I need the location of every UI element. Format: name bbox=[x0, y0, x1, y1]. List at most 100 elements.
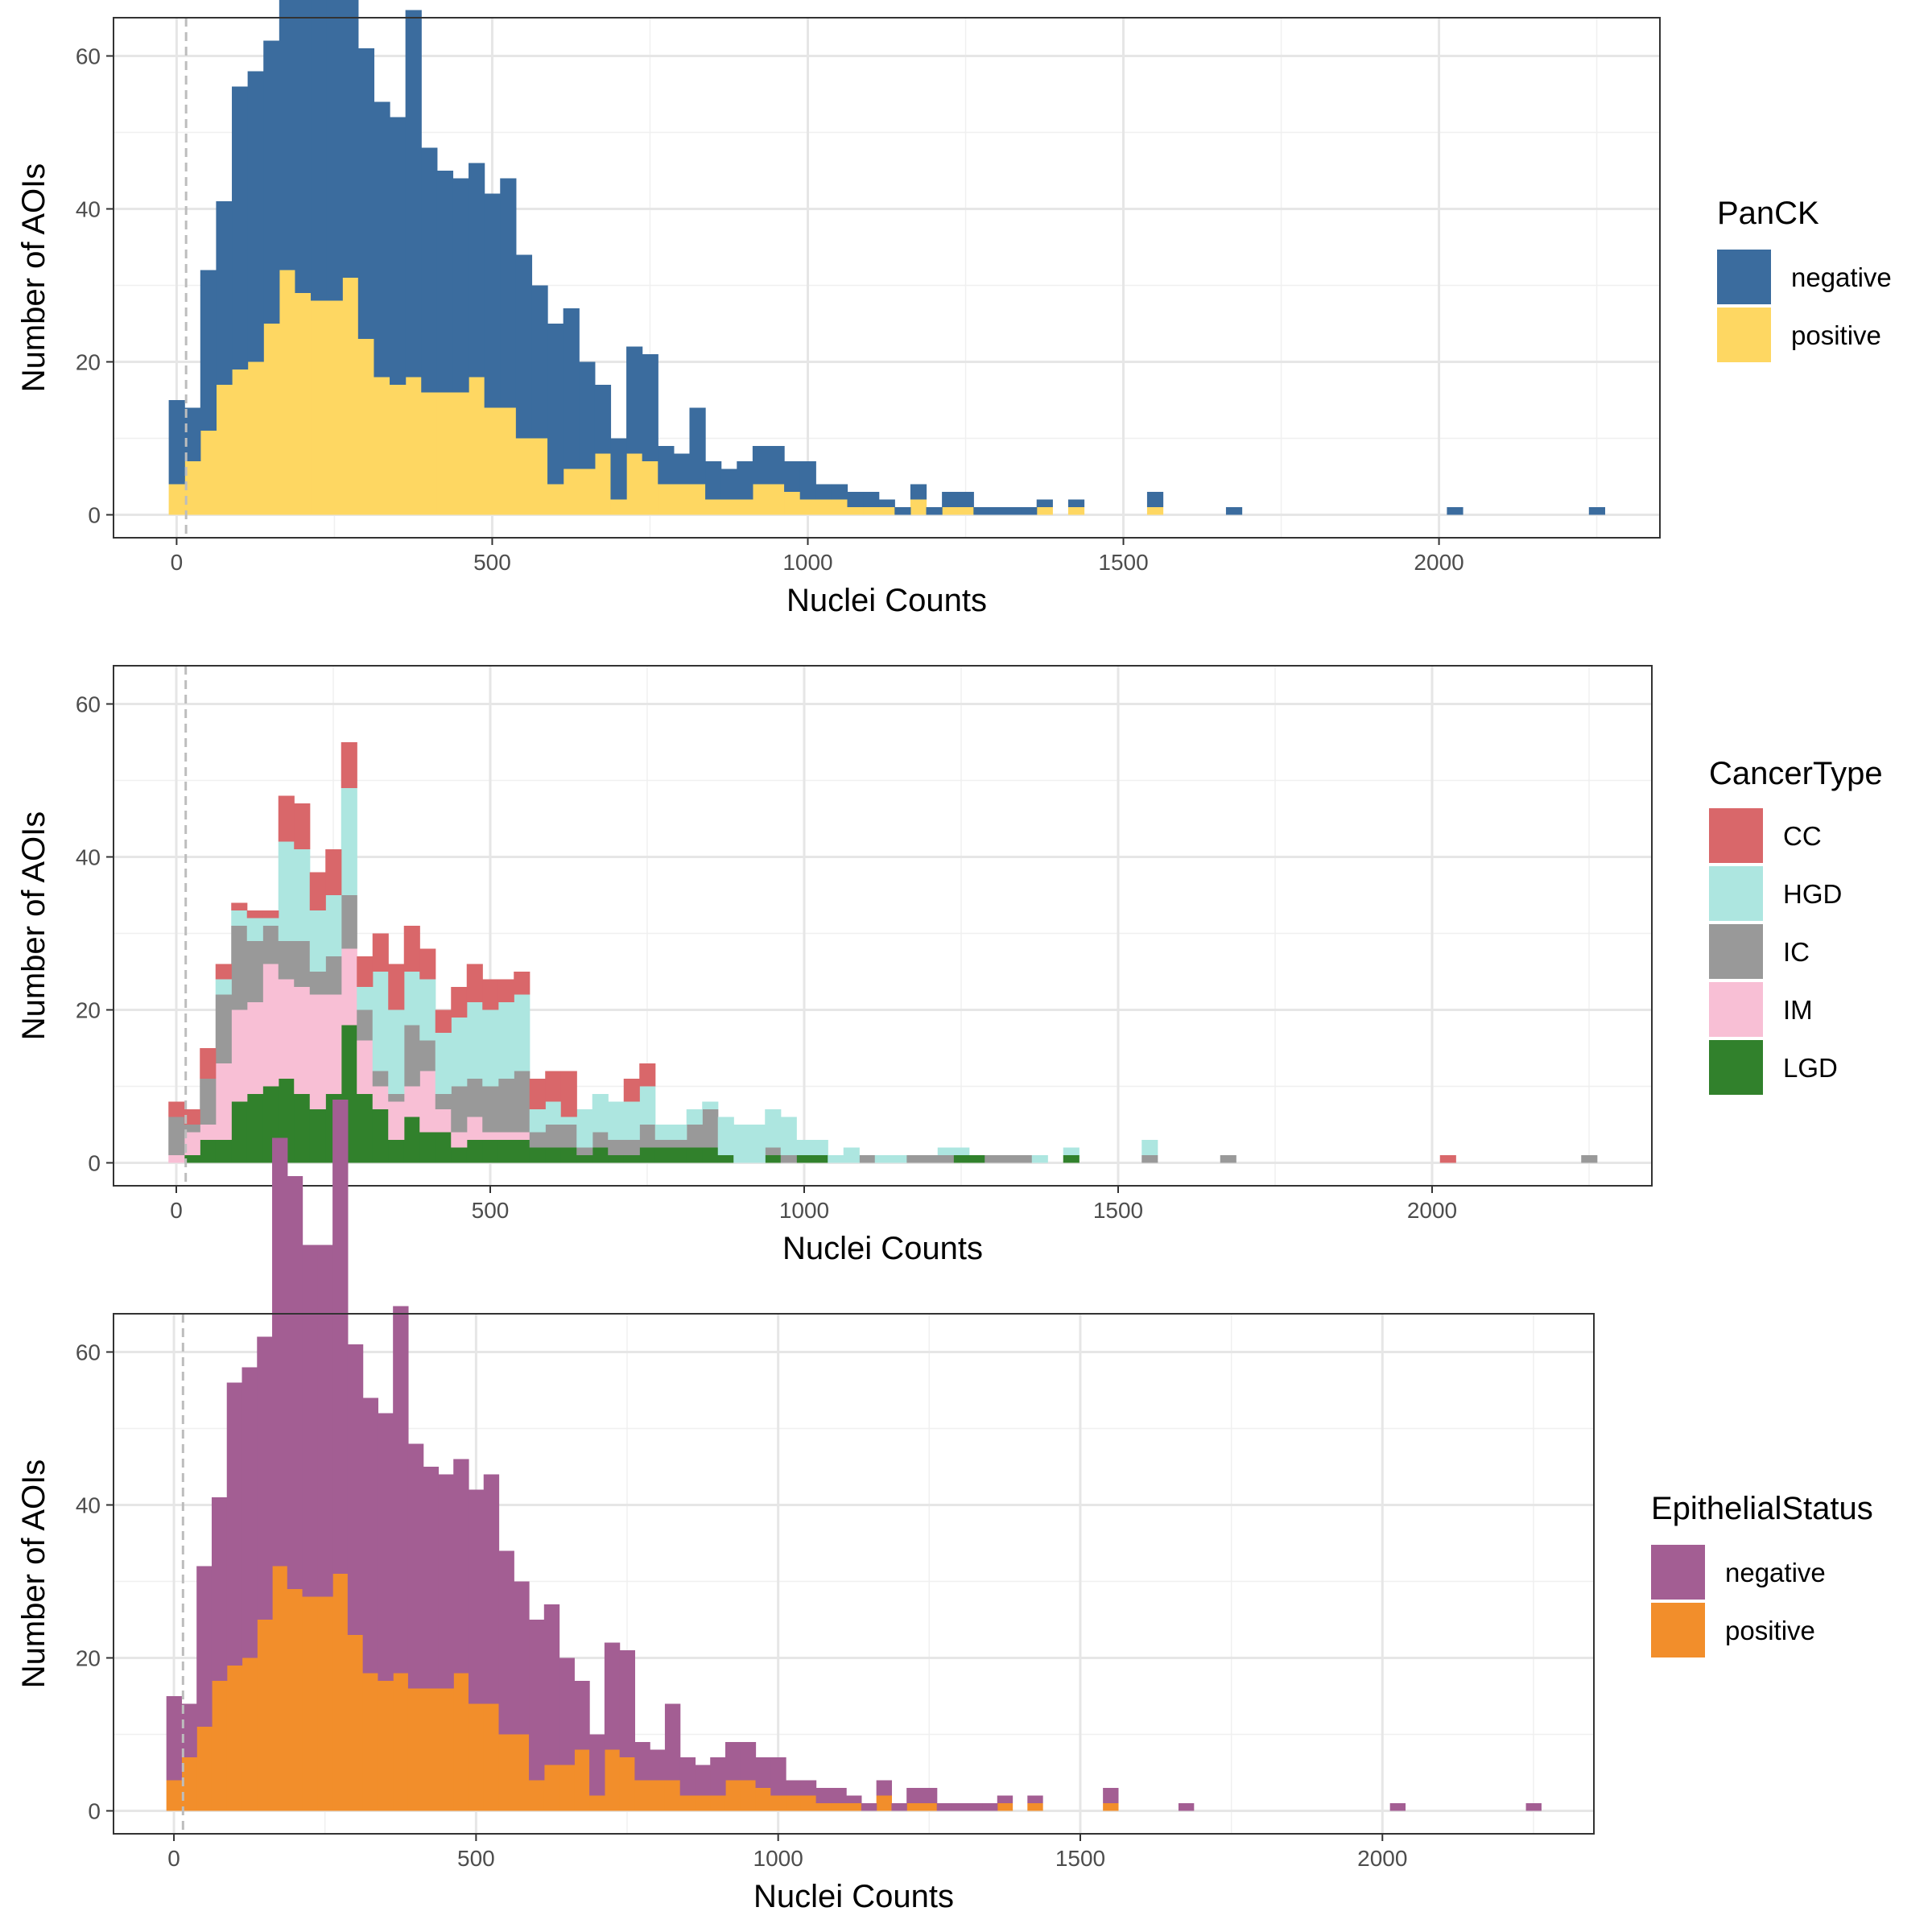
bar-positive-625 bbox=[543, 1765, 560, 1811]
bar-ic-2250 bbox=[1581, 1155, 1598, 1163]
bar-negative-200 bbox=[295, 0, 312, 293]
bar-negative-150 bbox=[257, 1336, 273, 1620]
bar-cc-100 bbox=[231, 902, 248, 910]
bar-lgd-1275 bbox=[968, 1155, 985, 1163]
legend-label-ic: IC bbox=[1783, 937, 1810, 967]
bar-ic-825 bbox=[686, 1125, 703, 1148]
bar-im-300 bbox=[357, 1040, 374, 1094]
bar-ic-650 bbox=[576, 1147, 593, 1155]
bar-negative-375 bbox=[405, 10, 422, 378]
legend: PanCK negative positive bbox=[1717, 196, 1892, 362]
bar-hgd-475 bbox=[466, 1002, 483, 1079]
bar-positive-250 bbox=[326, 300, 343, 515]
bar-negative-75 bbox=[211, 1497, 228, 1681]
bar-positive-675 bbox=[594, 453, 612, 515]
bar-lgd-575 bbox=[529, 1147, 546, 1163]
x-axis-title: Nuclei Counts bbox=[786, 583, 987, 618]
bar-negative-850 bbox=[705, 461, 722, 500]
bar-ic-800 bbox=[671, 1140, 687, 1148]
bar-negative-975 bbox=[784, 461, 801, 492]
bar-ic-250 bbox=[325, 956, 342, 995]
bar-cc-375 bbox=[403, 926, 420, 972]
bar-lgd-850 bbox=[702, 1147, 719, 1163]
bar-lgd-375 bbox=[403, 1117, 420, 1163]
bar-hgd-925 bbox=[749, 1125, 766, 1163]
bar-positive-575 bbox=[514, 1734, 530, 1811]
bar-positive-575 bbox=[531, 438, 548, 515]
bar-cc-400 bbox=[419, 948, 436, 980]
bar-negative-1250 bbox=[921, 1788, 938, 1803]
bar-positive-1250 bbox=[957, 507, 974, 515]
bar-positive-875 bbox=[720, 499, 737, 515]
y-tick-label: 60 bbox=[76, 44, 101, 69]
bar-positive-1225 bbox=[942, 507, 959, 515]
bar-ic-325 bbox=[372, 1071, 389, 1087]
bar-negative-725 bbox=[626, 346, 643, 454]
bar-lgd-1250 bbox=[953, 1155, 970, 1163]
bar-hgd-1150 bbox=[890, 1155, 907, 1163]
x-tick-label: 0 bbox=[171, 550, 184, 575]
bar-positive-675 bbox=[574, 1749, 590, 1811]
bar-negative-25 bbox=[181, 1703, 197, 1757]
bar-negative-1225 bbox=[906, 1788, 923, 1803]
legend: CancerType CC HGD IC IM LGD bbox=[1709, 756, 1883, 1095]
bar-positive-400 bbox=[421, 392, 438, 515]
bar-negative-975 bbox=[755, 1757, 771, 1788]
bar-hgd-1050 bbox=[828, 1155, 844, 1163]
bar-positive-1025 bbox=[815, 499, 832, 515]
bar-ic-775 bbox=[654, 1140, 671, 1148]
bar-ic-750 bbox=[639, 1125, 656, 1148]
bar-im-475 bbox=[466, 1117, 483, 1140]
bar-positive-900 bbox=[710, 1795, 726, 1811]
bar-negative-225 bbox=[311, 0, 328, 301]
bar-lgd-1025 bbox=[811, 1155, 828, 1163]
bar-hgd-950 bbox=[765, 1109, 782, 1148]
bar-hgd-650 bbox=[576, 1109, 593, 1148]
bar-hgd-975 bbox=[780, 1117, 797, 1155]
bar-lgd-1000 bbox=[796, 1155, 813, 1163]
bar-lgd-125 bbox=[246, 1094, 263, 1163]
bar-negative-750 bbox=[619, 1650, 636, 1757]
bar-hgd-175 bbox=[278, 841, 295, 941]
bar-negative-250 bbox=[317, 1245, 333, 1597]
legend: EpithelialStatus negative positive bbox=[1651, 1491, 1873, 1657]
bar-ic-850 bbox=[702, 1109, 719, 1148]
legend-label-lgd: LGD bbox=[1783, 1053, 1838, 1083]
bar-positive-1000 bbox=[770, 1795, 786, 1811]
bar-negative-1000 bbox=[799, 461, 816, 500]
y-axis-title: Number of AOIs bbox=[16, 1459, 52, 1689]
bar-ic-50 bbox=[200, 1079, 217, 1125]
bar-positive-850 bbox=[705, 499, 722, 515]
bar-positive-375 bbox=[393, 1673, 409, 1811]
bar-positive-875 bbox=[695, 1795, 711, 1811]
x-tick-label: 2000 bbox=[1357, 1846, 1407, 1871]
bar-hgd-850 bbox=[702, 1101, 719, 1109]
bar-hgd-1375 bbox=[1031, 1155, 1048, 1163]
bar-negative-1325 bbox=[1005, 507, 1022, 515]
bar-hgd-825 bbox=[686, 1109, 703, 1125]
bar-im-225 bbox=[309, 994, 326, 1109]
bar-negative-2025 bbox=[1447, 507, 1463, 515]
bar-positive-25 bbox=[184, 461, 201, 515]
bar-positive-275 bbox=[342, 278, 359, 515]
bar-negative-1300 bbox=[952, 1803, 968, 1811]
bar-ic-125 bbox=[246, 941, 263, 1002]
bar-negative-525 bbox=[483, 1474, 500, 1704]
bar-lgd-950 bbox=[765, 1155, 782, 1163]
bar-ic-575 bbox=[529, 1132, 546, 1148]
bar-negative-900 bbox=[710, 1757, 726, 1796]
bar-negative-950 bbox=[740, 1742, 757, 1781]
x-tick-label: 0 bbox=[167, 1846, 180, 1871]
bar-cc-325 bbox=[372, 933, 389, 972]
bar-lgd-825 bbox=[686, 1147, 703, 1163]
bar-negative-250 bbox=[326, 0, 343, 301]
bar-ic-1550 bbox=[1141, 1155, 1158, 1163]
y-tick-label: 40 bbox=[76, 197, 101, 222]
bar-negative-1425 bbox=[1067, 499, 1085, 507]
bar-hgd-1125 bbox=[874, 1155, 891, 1163]
bar-negative-125 bbox=[247, 71, 264, 362]
bar-cc-500 bbox=[482, 979, 499, 1010]
bar-im-175 bbox=[278, 979, 295, 1079]
bar-hgd-875 bbox=[717, 1117, 734, 1155]
bar-negative-425 bbox=[436, 171, 454, 393]
